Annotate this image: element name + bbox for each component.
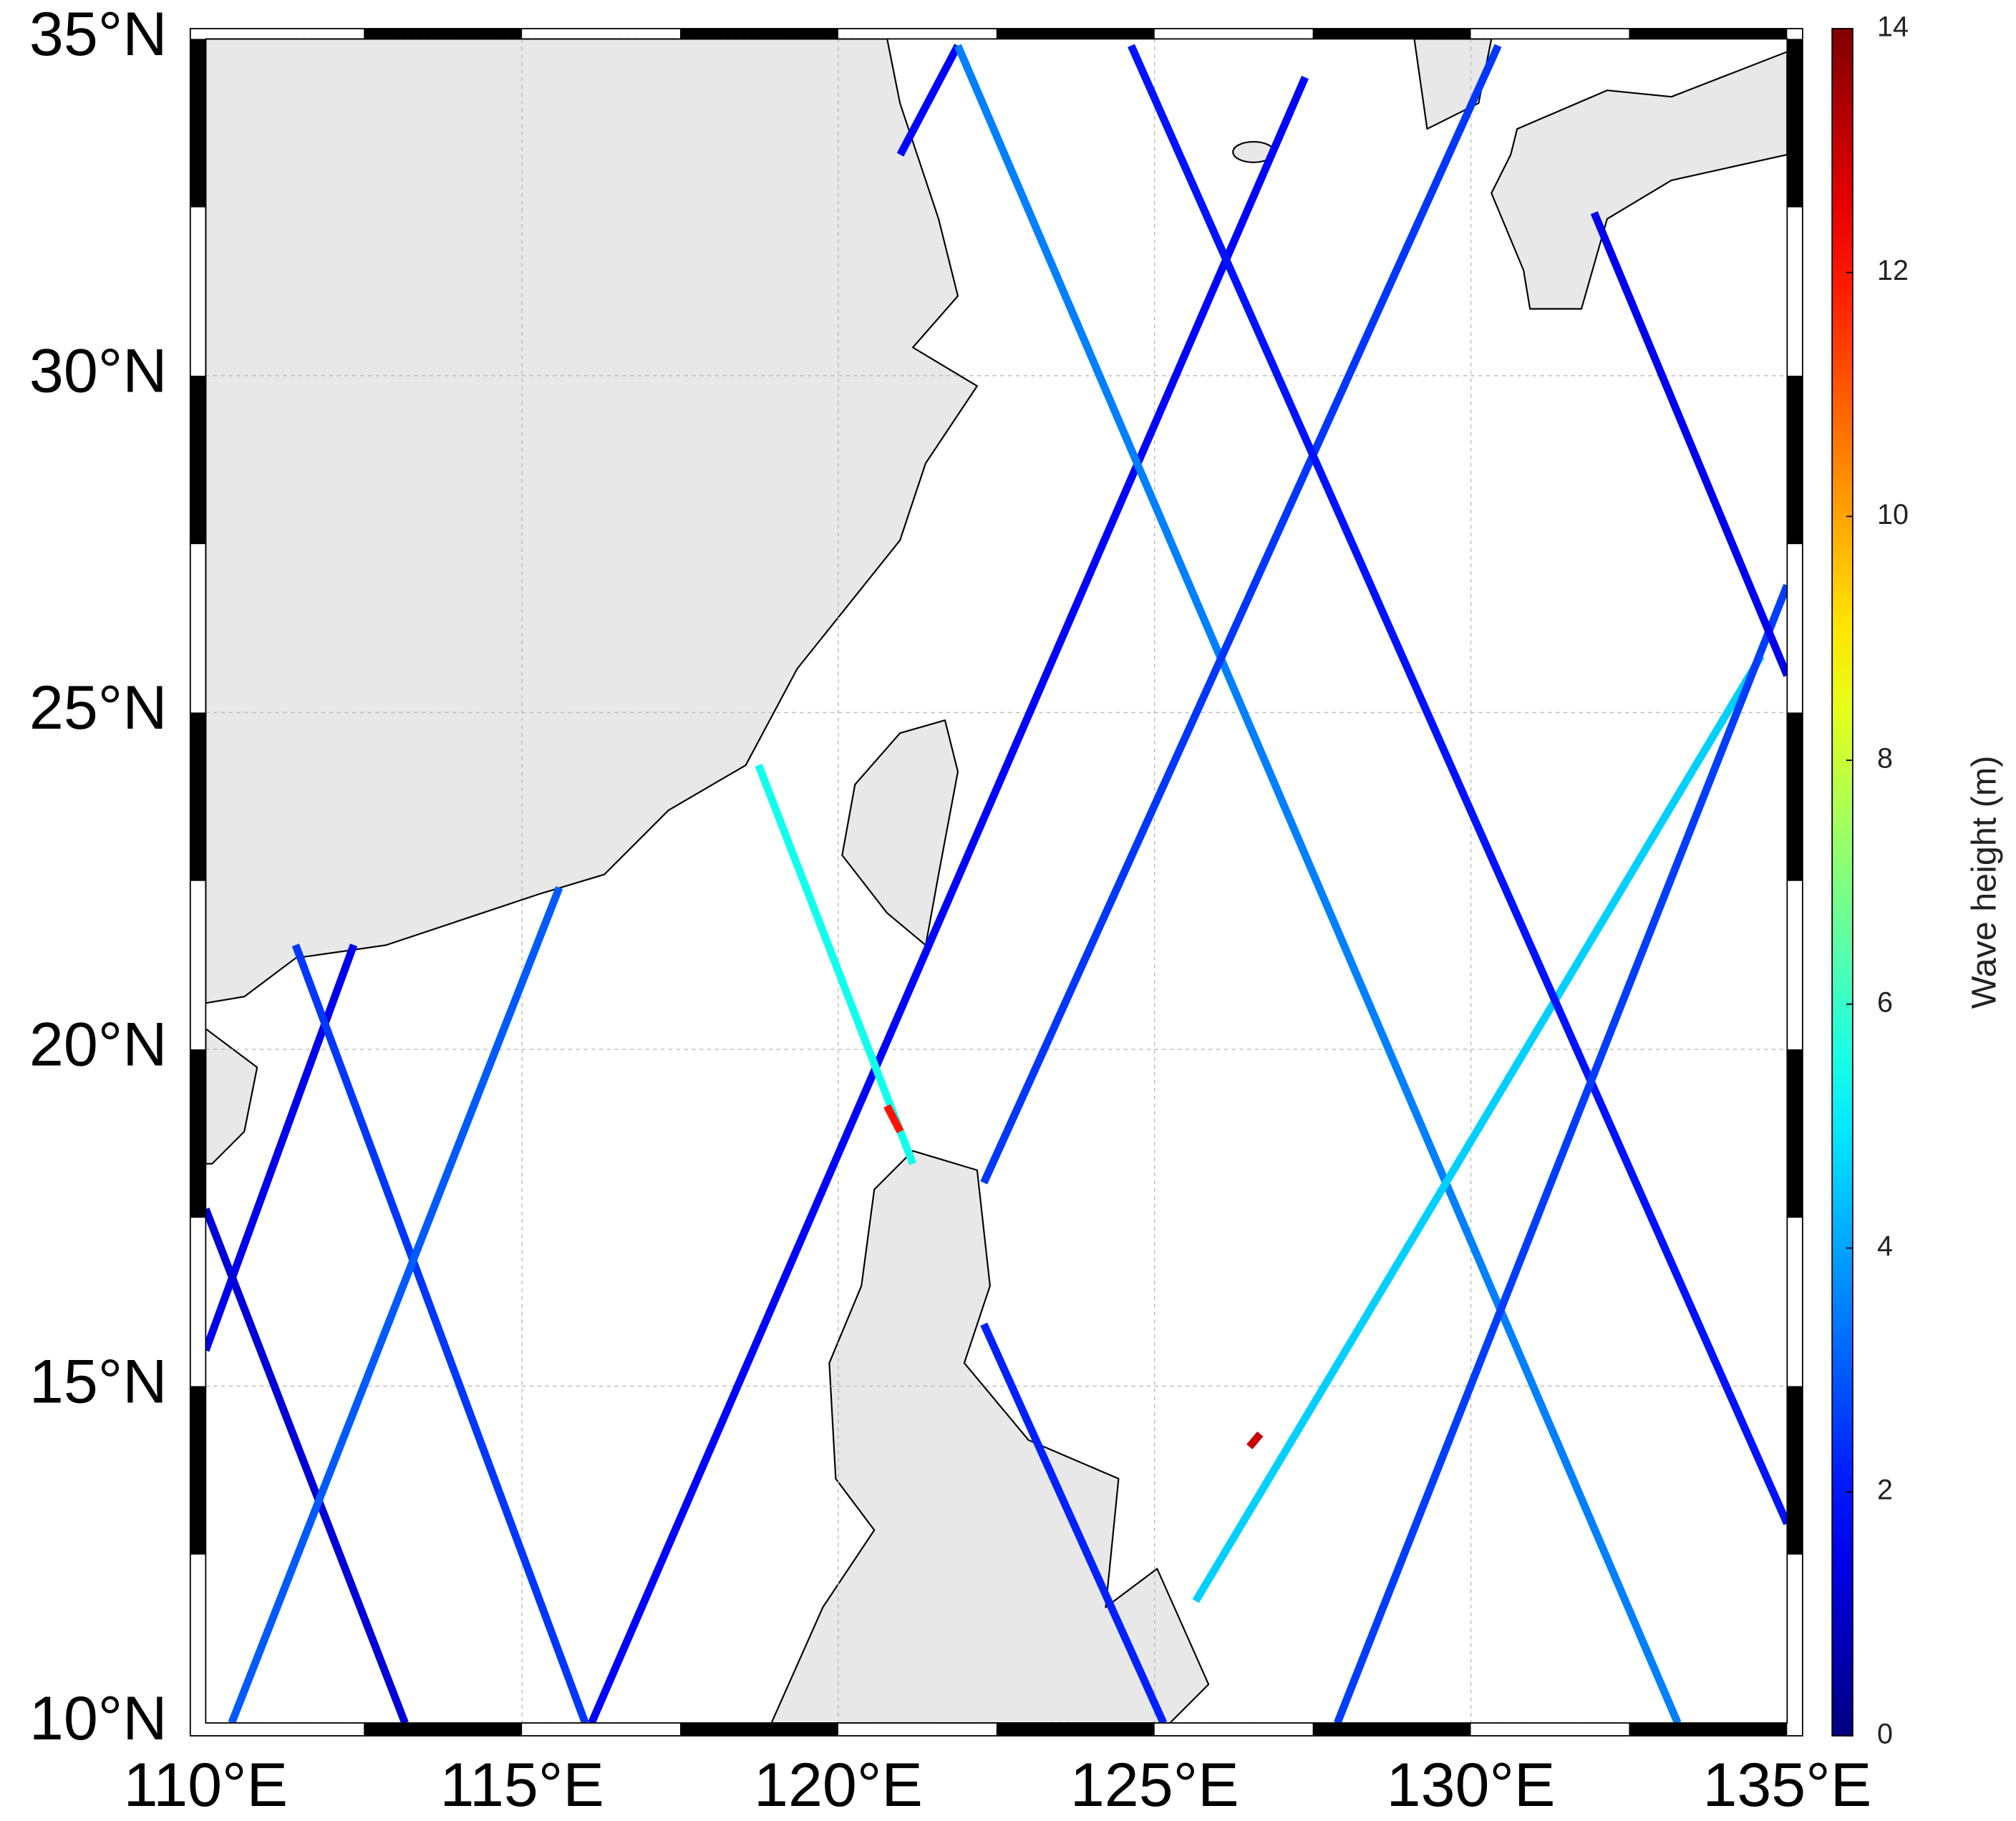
frame-segment [1312,1723,1471,1736]
satellite-track [228,886,563,1724]
colorbar-tick-label: 10 [1877,499,1909,530]
lat-tick-label: 15°N [29,1347,168,1416]
track-line [1334,583,1788,1724]
satellite-track [980,44,1502,1185]
lon-tick-label: 120°E [754,1751,923,1820]
taiwan [841,719,959,946]
lon-tick-label: 110°E [124,1751,288,1820]
lat-tick-label: 35°N [29,0,168,69]
frame-segment [1312,29,1471,39]
lon-tick-label: 115°E [440,1751,604,1820]
frame-segment [364,1723,523,1736]
colorbar-tick-label: 0 [1877,1718,1893,1749]
satellite-track [1590,211,1788,677]
colorbar-tick-label: 14 [1877,11,1909,42]
track-line [228,886,563,1724]
frame [189,28,1803,1737]
track-line [883,1104,904,1134]
colorbar-ramp [1831,28,1853,1737]
colorbar-tick-label: 8 [1877,743,1893,774]
track-line [291,943,589,1724]
satellite-track [1192,654,1765,1603]
colorbar-tick-label: 12 [1877,255,1909,286]
frame-segment [1629,1723,1788,1736]
colorbar: Wave height (m) 0 2 4 6 8 10 12 14 [1831,11,2004,1749]
frame-segment [680,1723,838,1736]
frame-segment [190,39,206,208]
track-line [588,75,1309,1724]
satellite-track [291,943,589,1724]
track-line [1128,44,1788,1525]
track-line [980,1322,1168,1724]
track-line [954,44,1682,1724]
china-coast [205,39,978,1004]
lat-tick-label: 30°N [29,337,168,406]
frame-segment [996,29,1155,39]
land [205,39,1788,1724]
track-line [1192,654,1765,1603]
lon-tick-label: 135°E [1702,1751,1871,1820]
frame-segment [190,375,206,545]
satellite-track [588,75,1309,1724]
frame-segment [1787,1386,1803,1555]
satellite-track [954,44,1682,1724]
colorbar-tick-label: 4 [1877,1230,1893,1262]
colorbar-label: Wave height (m) [1965,756,2004,1009]
tracks [205,44,1788,1724]
track-line [1590,211,1788,677]
satellite-track [883,1104,904,1134]
track-line [755,763,917,1165]
satellite-track [1246,1431,1264,1449]
lon-tick-label: 130°E [1387,1751,1556,1820]
frame-segment [190,1049,206,1218]
frame-segment [190,712,206,881]
labels: 110°E 115°E 120°E 125°E 130°E 135°E 10°N 15°N 20… [29,0,1871,1820]
track-line [896,44,961,157]
satellite-track [896,44,961,157]
hainan [205,1028,258,1165]
frame-segment [680,29,838,39]
track-line [205,1208,409,1724]
satellite-track [1128,44,1788,1525]
lat-tick-label: 25°N [29,674,168,742]
satellite-track [755,763,917,1165]
frame-segment [364,29,523,39]
track-line [1246,1431,1264,1449]
frame-segment [1629,29,1788,39]
frame-segment [1787,39,1803,208]
satellite-track [1334,583,1788,1724]
satellite-track [980,1322,1168,1724]
lat-tick-label: 10°N [29,1684,168,1753]
track-line [980,44,1502,1185]
frame-segment [996,1723,1155,1736]
japan [1491,51,1788,310]
colorbar-tick-label: 2 [1877,1475,1893,1506]
frame-segment [1787,375,1803,545]
satellite-track [205,1208,409,1724]
colorbar-tick-label: 6 [1877,986,1893,1018]
lat-tick-label: 20°N [29,1011,168,1079]
frame-segment [1787,1049,1803,1218]
frame-segment [1787,712,1803,881]
lon-tick-label: 125°E [1070,1751,1239,1820]
frame-segment [190,1386,206,1555]
